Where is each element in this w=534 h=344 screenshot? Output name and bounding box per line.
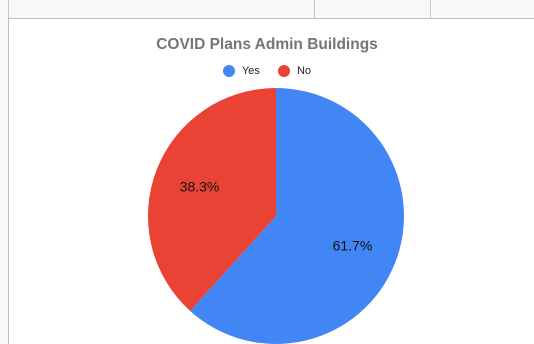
legend-label-yes: Yes bbox=[241, 65, 260, 77]
pie-slice-yes[interactable] bbox=[190, 88, 405, 344]
pie-slice-no[interactable] bbox=[148, 88, 276, 311]
spreadsheet-column-header bbox=[0, 0, 534, 19]
legend-item-no: No bbox=[277, 65, 311, 77]
grid-line bbox=[314, 0, 315, 18]
slice-label-no: 38.3% bbox=[180, 179, 220, 195]
grid-line bbox=[8, 0, 9, 18]
spreadsheet-row-header bbox=[0, 18, 9, 344]
grid-line bbox=[430, 0, 431, 18]
chart-legend: Yes No bbox=[0, 62, 534, 80]
legend-swatch-no bbox=[277, 65, 290, 77]
legend-swatch-yes bbox=[222, 65, 235, 77]
chart-title: COVID Plans Admin Buildings bbox=[156, 36, 378, 53]
legend-item-yes: Yes bbox=[222, 65, 260, 77]
slice-label-yes: 61.7% bbox=[333, 237, 373, 253]
legend-label-no: No bbox=[296, 65, 311, 77]
